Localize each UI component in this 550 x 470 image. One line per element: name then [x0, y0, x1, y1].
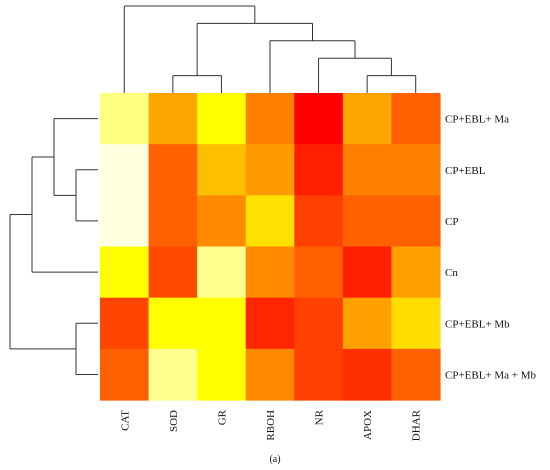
heatmap-cell-cp-rboh — [245, 195, 295, 248]
heatmap-cell-cp-ebl-ma-mb-sod — [148, 348, 198, 401]
column-label-dhar: DHAR — [411, 409, 423, 441]
heatmap-cell-cp-ebl-dhar — [391, 144, 441, 196]
heatmap-cell-cn-rboh — [245, 246, 295, 299]
heatmap-cell-cp-ebl-mb-apox — [342, 297, 393, 350]
heatmap-cell-cp-nr — [294, 195, 344, 248]
row-label-cn: Cn — [445, 267, 458, 279]
column-label-rboh: RBOH — [265, 410, 277, 441]
heatmap-cell-cp-ebl-mb-gr — [197, 297, 247, 350]
heatmap-cell-cp-gr — [197, 195, 247, 248]
heatmap-cell-cp-ebl-gr — [197, 144, 247, 196]
row-label-cp: CP — [445, 216, 458, 228]
heatmap-cell-cp-ebl-ma-mb-dhar — [391, 348, 441, 401]
heatmap-cell-cp-ebl-mb-nr — [294, 297, 344, 350]
heatmap-cell-cn-dhar — [391, 246, 441, 299]
heatmap-cell-cp-apox — [342, 195, 393, 248]
heatmap-cell-cp-ebl-mb-dhar — [391, 297, 441, 350]
heatmap-cell-cp-ebl-ma-rboh — [245, 93, 295, 145]
heatmap-cell-cn-apox — [342, 246, 393, 299]
heatmap-cell-cp-dhar — [391, 195, 441, 248]
column-label-apox: APOX — [362, 410, 374, 440]
row-dendrogram — [9, 118, 98, 375]
column-labels: CAT SOD GR RBOH NR APOX DHAR — [119, 409, 422, 441]
heatmap-cell-cp-ebl-cat — [100, 144, 150, 196]
heatmap-cell-cp-ebl-nr — [294, 144, 344, 196]
heatmap-cell-cp-ebl-ma-mb-cat — [100, 348, 150, 401]
heatmap-cell-cp-cat — [100, 195, 150, 248]
heatmap-cells — [100, 93, 441, 401]
heatmap-cell-cp-ebl-ma-sod — [148, 93, 198, 145]
heatmap-cell-cp-ebl-apox — [342, 144, 393, 196]
heatmap-cell-cp-ebl-mb-cat — [100, 297, 150, 350]
heatmap-cell-cp-ebl-ma-mb-nr — [294, 348, 344, 401]
column-label-sod: SOD — [168, 410, 180, 432]
column-label-nr: NR — [314, 409, 326, 425]
heatmap-cell-cp-ebl-ma-nr — [294, 93, 344, 145]
column-dendrogram — [123, 5, 417, 93]
column-label-gr: GR — [216, 409, 228, 425]
heatmap-cell-cp-ebl-ma-gr — [197, 93, 247, 145]
column-label-cat: CAT — [119, 410, 131, 431]
row-label-cp-ebl-ma-mb: CP+EBL+ Ma + Mb — [445, 369, 537, 381]
figure-caption: (a) — [269, 454, 280, 465]
heatmap-cell-cp-sod — [148, 195, 198, 248]
row-labels: CP+EBL+ Ma CP+EBL CP Cn CP+EBL+ Mb CP+EBL+ Ma… — [445, 114, 537, 382]
heatmap-cell-cn-cat — [100, 246, 150, 299]
heatmap-cell-cp-ebl-sod — [148, 144, 198, 196]
heatmap-cell-cn-sod — [148, 246, 198, 299]
heatmap-cell-cp-ebl-ma-dhar — [391, 93, 441, 145]
heatmap-cell-cp-ebl-ma-mb-rboh — [245, 348, 295, 401]
heatmap-cell-cp-ebl-ma-cat — [100, 93, 150, 145]
heatmap-cell-cp-ebl-ma-mb-apox — [342, 348, 393, 401]
heatmap-cell-cp-ebl-mb-sod — [148, 297, 198, 350]
row-label-cp-ebl-mb: CP+EBL+ Mb — [445, 318, 510, 330]
heatmap-cell-cp-ebl-mb-rboh — [245, 297, 295, 350]
row-label-cp-ebl-ma: CP+EBL+ Ma — [445, 114, 509, 126]
heatmap-cell-cp-ebl-rboh — [245, 144, 295, 196]
heatmap-cell-cp-ebl-ma-mb-gr — [197, 348, 247, 401]
heatmap-cell-cp-ebl-ma-apox — [342, 93, 393, 145]
row-label-cp-ebl: CP+EBL — [445, 165, 486, 177]
heatmap-cell-cn-gr — [197, 246, 247, 299]
heatmap-cell-cn-nr — [294, 246, 344, 299]
